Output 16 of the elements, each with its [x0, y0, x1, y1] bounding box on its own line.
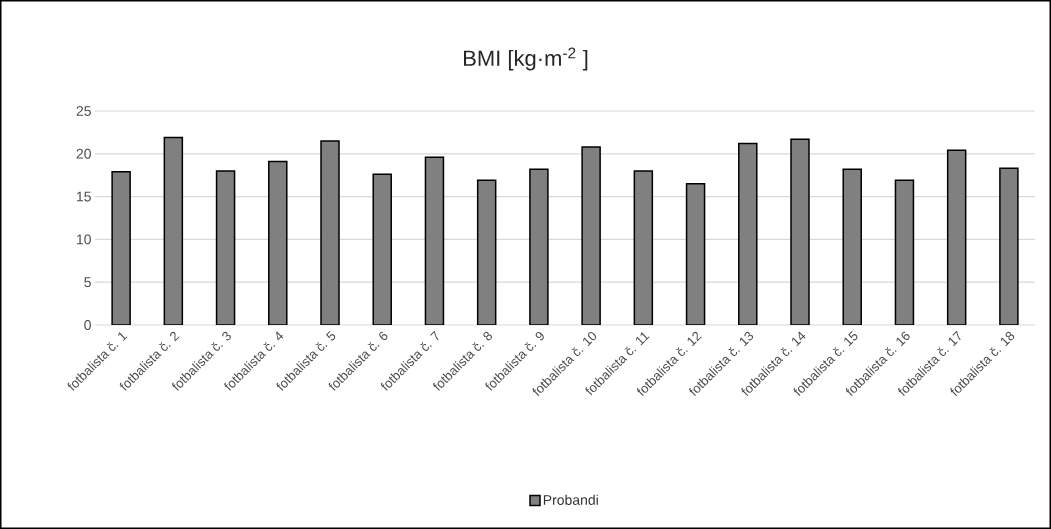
bar: [946, 149, 967, 325]
bar: [476, 179, 497, 325]
legend-label: Probandi: [543, 494, 598, 505]
y-tick-label: 0: [84, 320, 91, 330]
y-tick-label: 10: [76, 234, 91, 245]
y-tick-label: 5: [84, 277, 91, 288]
bar: [894, 179, 915, 325]
chart-title: BMI [kg·m$^{-2}$ ]: [464, 47, 588, 71]
bar: [215, 170, 236, 325]
bar: [163, 136, 184, 325]
y-tick-label: 15: [76, 191, 91, 202]
bar: [424, 156, 445, 325]
y-tick-label: 25: [76, 106, 91, 116]
bar: [685, 182, 706, 325]
bar: [633, 170, 654, 325]
y-tick-label: 20: [76, 148, 91, 159]
